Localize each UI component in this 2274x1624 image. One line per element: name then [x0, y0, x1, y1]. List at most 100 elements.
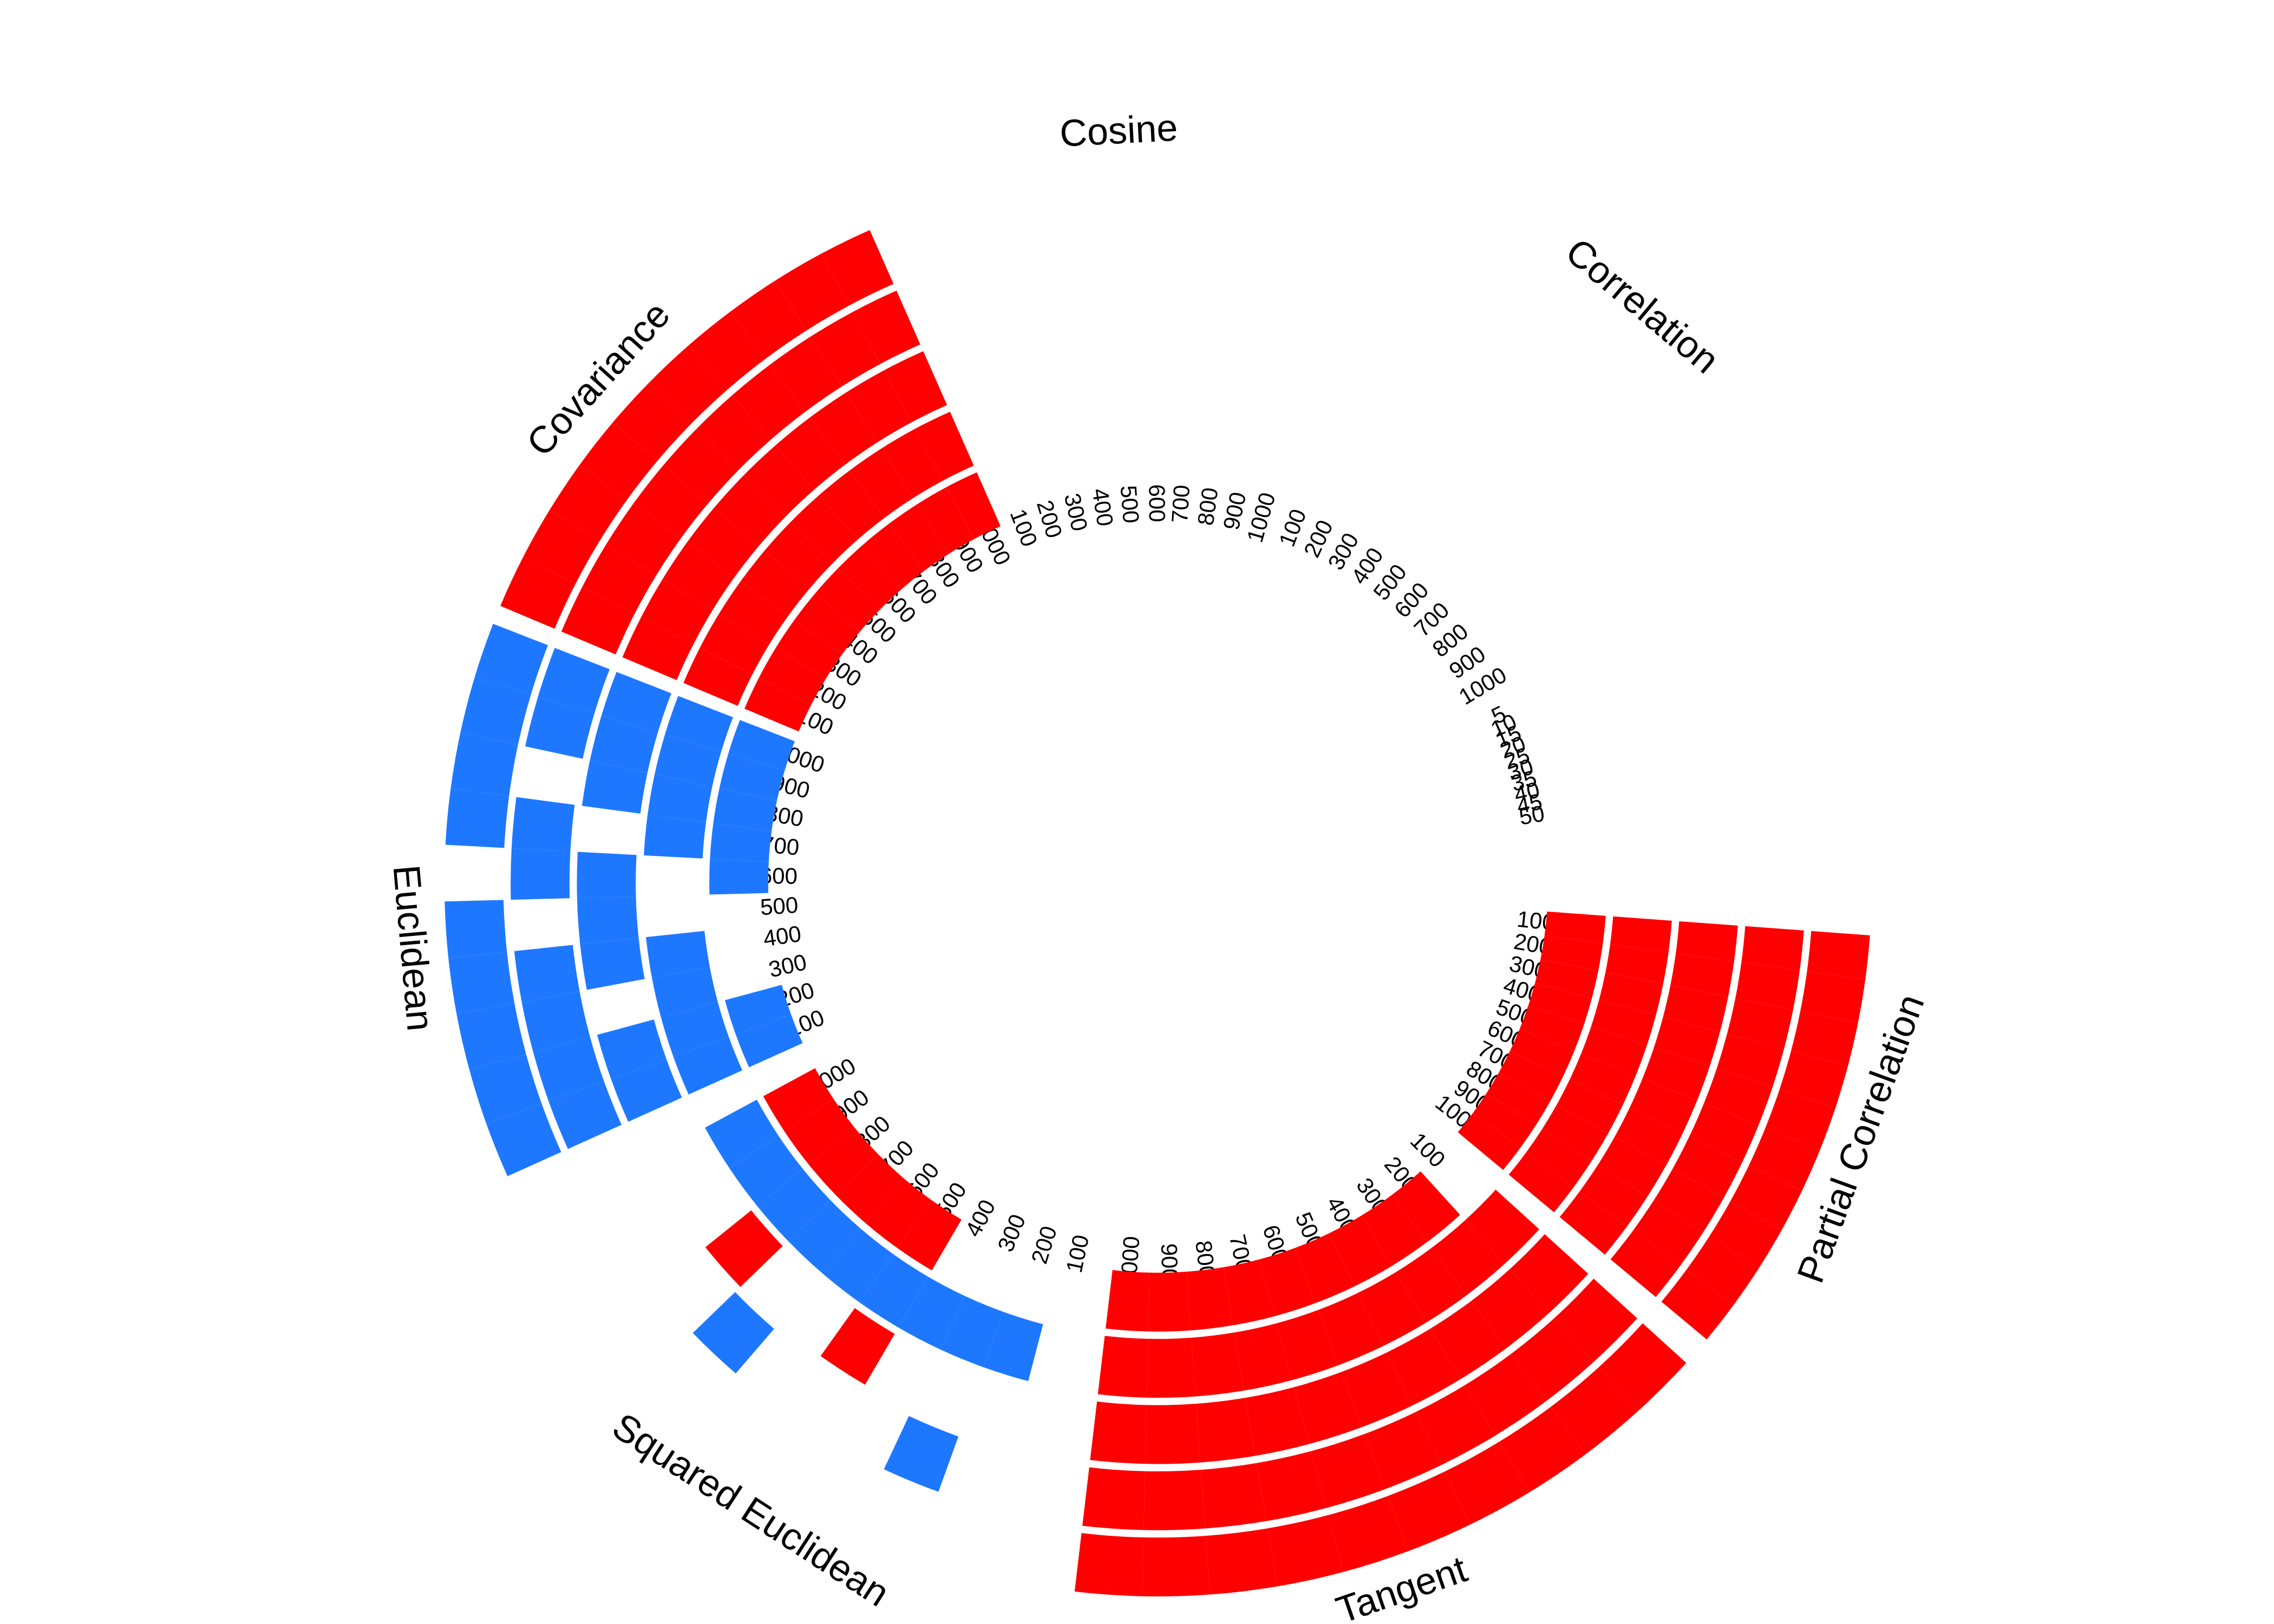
- cell: [652, 966, 718, 1018]
- cell: [881, 429, 943, 499]
- cell: [1663, 985, 1728, 1032]
- cell: [1465, 1353, 1547, 1436]
- cell: [1223, 1259, 1275, 1326]
- cell: [1074, 1533, 1144, 1596]
- cell: [810, 312, 880, 387]
- cell: [1654, 1017, 1720, 1067]
- cell: [580, 938, 645, 990]
- tick-label: 45: [1514, 789, 1544, 819]
- cell: [1311, 1434, 1385, 1508]
- cell: [862, 523, 925, 590]
- cell: [1633, 1200, 1703, 1266]
- cell: [808, 1127, 878, 1195]
- cell: [579, 422, 658, 500]
- cell: [1526, 1129, 1592, 1187]
- cell: [1097, 1335, 1148, 1398]
- cell: [730, 281, 807, 359]
- cell: [521, 991, 590, 1052]
- cell: [1551, 1367, 1638, 1454]
- cell: [1554, 1279, 1637, 1362]
- cell: [1295, 1233, 1355, 1304]
- cell: [1364, 1412, 1442, 1489]
- tick-label: 50: [1517, 800, 1546, 829]
- cell: [775, 417, 845, 490]
- cell: [775, 620, 842, 679]
- cell: [790, 495, 858, 564]
- cell: [1186, 1267, 1233, 1331]
- cell: [757, 1169, 831, 1241]
- cell: [1800, 971, 1866, 1023]
- cell: [581, 760, 648, 814]
- cell: [815, 568, 880, 632]
- cell: [1581, 1027, 1647, 1076]
- tick-label: 500: [760, 892, 799, 920]
- cell: [819, 470, 885, 540]
- cell: [1267, 1515, 1344, 1587]
- cell: [1432, 1220, 1505, 1295]
- cell: [474, 624, 548, 695]
- cell: [500, 556, 576, 629]
- cell: [641, 579, 713, 645]
- cell: [1610, 1230, 1681, 1297]
- cell: [1445, 1442, 1530, 1525]
- cell: [1598, 1323, 1687, 1411]
- cell: [1535, 959, 1598, 998]
- cell: [1387, 1328, 1461, 1406]
- cell: [663, 429, 739, 503]
- cell: [740, 551, 810, 616]
- cell: [1605, 944, 1669, 984]
- cell: [525, 696, 594, 759]
- cell: [1709, 1201, 1782, 1268]
- cell: [852, 290, 920, 364]
- cell: [1146, 1338, 1196, 1398]
- cell: [673, 1037, 743, 1095]
- cell: [1779, 1051, 1848, 1109]
- cell: [713, 788, 777, 831]
- cell: [688, 311, 766, 390]
- cell: [601, 672, 671, 733]
- cell: [1486, 1072, 1551, 1125]
- cell: [1293, 1372, 1362, 1444]
- cell: [915, 411, 974, 481]
- cell: [662, 542, 735, 610]
- cell: [1807, 931, 1870, 980]
- cell: [550, 465, 628, 541]
- cell: [1591, 1000, 1656, 1046]
- cell: [846, 370, 912, 443]
- tick-label: 800: [1193, 486, 1223, 527]
- cell: [1610, 916, 1672, 953]
- cell: [1395, 1248, 1467, 1322]
- tick-label: 500: [1116, 484, 1144, 525]
- cell: [744, 678, 812, 732]
- cell: [1191, 1332, 1244, 1397]
- cell: [1735, 962, 1800, 1010]
- cell: [1730, 1165, 1802, 1230]
- cell: [1499, 1051, 1563, 1102]
- cell: [1791, 1011, 1858, 1066]
- cell: [1599, 972, 1663, 1016]
- cell: [683, 647, 753, 706]
- cell: [687, 508, 759, 577]
- sector-title: Correlation: [1558, 230, 1727, 382]
- cell: [511, 797, 575, 852]
- cell: [450, 732, 518, 796]
- cell: [809, 392, 878, 465]
- cell: [633, 465, 709, 539]
- cell: [859, 1254, 929, 1328]
- cell: [1741, 926, 1804, 971]
- cell: [1329, 1215, 1392, 1287]
- cell: [1471, 1269, 1550, 1348]
- cell: [486, 1103, 561, 1176]
- cell: [718, 581, 788, 645]
- cell: [1598, 1137, 1667, 1197]
- cell: [1686, 1236, 1759, 1305]
- cell: [1361, 1195, 1428, 1266]
- cell: [538, 647, 610, 713]
- cell: [611, 1059, 682, 1122]
- tick-label: 600: [1144, 484, 1170, 522]
- cell: [1205, 1528, 1278, 1595]
- sector-title: Cosine: [1058, 106, 1179, 154]
- cell: [889, 504, 949, 571]
